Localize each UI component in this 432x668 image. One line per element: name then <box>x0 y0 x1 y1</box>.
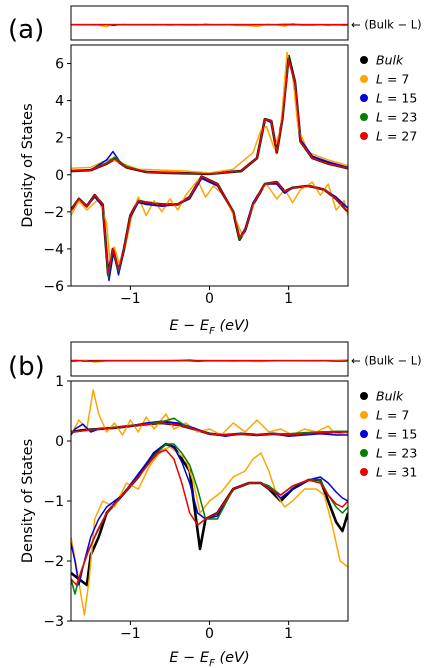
chart-panel-a: (a) ← (Bulk − L) −6 −4 −2 0 2 4 6 −1 0 1 E − EF (eV)… <box>8 5 422 337</box>
y-tick-label: 0 <box>55 168 64 184</box>
legend-label: L = 23 <box>376 446 417 461</box>
legend-label: L = 31 <box>376 465 417 480</box>
legend-label: Bulk <box>376 53 404 68</box>
difference-lines <box>71 359 348 363</box>
series-lines <box>71 389 348 616</box>
series-line-bulk-down <box>71 442 348 587</box>
legend-marker <box>360 56 368 64</box>
x-tick-label: −1 <box>120 626 141 642</box>
series-line-l7-down <box>71 446 348 616</box>
legend-label: L = 7 <box>376 72 409 87</box>
series-line-l7-up <box>71 51 348 174</box>
legend-marker <box>360 392 368 400</box>
series-line-l27-up <box>71 59 348 175</box>
panel-label: (a) <box>8 15 44 45</box>
panel-label: (b) <box>8 352 45 382</box>
difference-annotation: ← (Bulk − L) <box>351 18 422 32</box>
legend: Bulk L = 7 L = 15 L = 23 L = 31 <box>360 389 417 480</box>
legend-marker <box>360 75 368 83</box>
y-tick-label: −1 <box>43 494 64 510</box>
series-line-l31-down <box>71 449 348 586</box>
legend-marker <box>360 411 368 419</box>
legend-label: L = 15 <box>376 91 417 106</box>
y-tick-label: 4 <box>55 94 64 110</box>
legend-marker <box>360 468 368 476</box>
difference-annotation: ← (Bulk − L) <box>351 354 422 368</box>
y-axis-label: Density of States <box>20 103 36 227</box>
x-tick-label: 0 <box>205 291 214 307</box>
series-line-bulk-up <box>71 54 348 176</box>
legend-label: L = 15 <box>376 427 417 442</box>
y-tick-label: −4 <box>43 242 64 258</box>
x-tick-label: 1 <box>284 626 293 642</box>
y-tick-label: −2 <box>43 554 64 570</box>
series-lines <box>71 51 348 282</box>
series-line-l15-up <box>71 59 348 175</box>
legend-marker <box>360 113 368 121</box>
series-line-l7-down <box>71 179 348 265</box>
series-line-l31-up <box>71 422 348 436</box>
series-line-l15-down <box>71 177 348 282</box>
chart-panel-b: (b) ← (Bulk − L) −3 −2 −1 0 1 −1 0 1 E − EF (eV) De… <box>8 341 422 668</box>
legend-label: L = 23 <box>376 110 417 125</box>
difference-panel-frame <box>70 341 349 377</box>
difference-panel-frame <box>70 5 349 41</box>
series-line-l27-down <box>71 175 348 274</box>
y-tick-label: 1 <box>55 374 64 390</box>
x-axis-label: E − EF (eV) <box>169 318 249 337</box>
x-axis-label: E − EF (eV) <box>169 650 249 668</box>
difference-lines <box>71 22 348 28</box>
series-line-l15-up <box>71 420 348 437</box>
y-tick-label: 0 <box>55 434 64 450</box>
y-tick-label: 2 <box>55 131 64 147</box>
y-axis-label: Density of States <box>20 439 36 563</box>
legend-marker <box>360 430 368 438</box>
series-line-l23-up <box>71 57 348 175</box>
y-tick-label: −3 <box>43 614 64 630</box>
x-tick-label: 0 <box>205 626 214 642</box>
legend-label: L = 7 <box>376 408 409 423</box>
y-tick-label: 6 <box>55 57 64 73</box>
x-tick-label: 1 <box>284 291 293 307</box>
legend-marker <box>360 132 368 140</box>
legend-marker <box>360 94 368 102</box>
legend-label: Bulk <box>376 389 404 404</box>
y-tick-label: −2 <box>43 205 64 221</box>
series-line-l23-down <box>71 443 348 595</box>
y-tick-label: −6 <box>43 279 64 295</box>
x-tick-label: −1 <box>120 291 141 307</box>
legend: Bulk L = 7 L = 15 L = 23 L = 27 <box>360 53 417 144</box>
legend-marker <box>360 449 368 457</box>
series-line-l15-down <box>71 443 348 586</box>
legend-label: L = 27 <box>376 129 417 144</box>
difference-line-l31 <box>71 359 348 362</box>
